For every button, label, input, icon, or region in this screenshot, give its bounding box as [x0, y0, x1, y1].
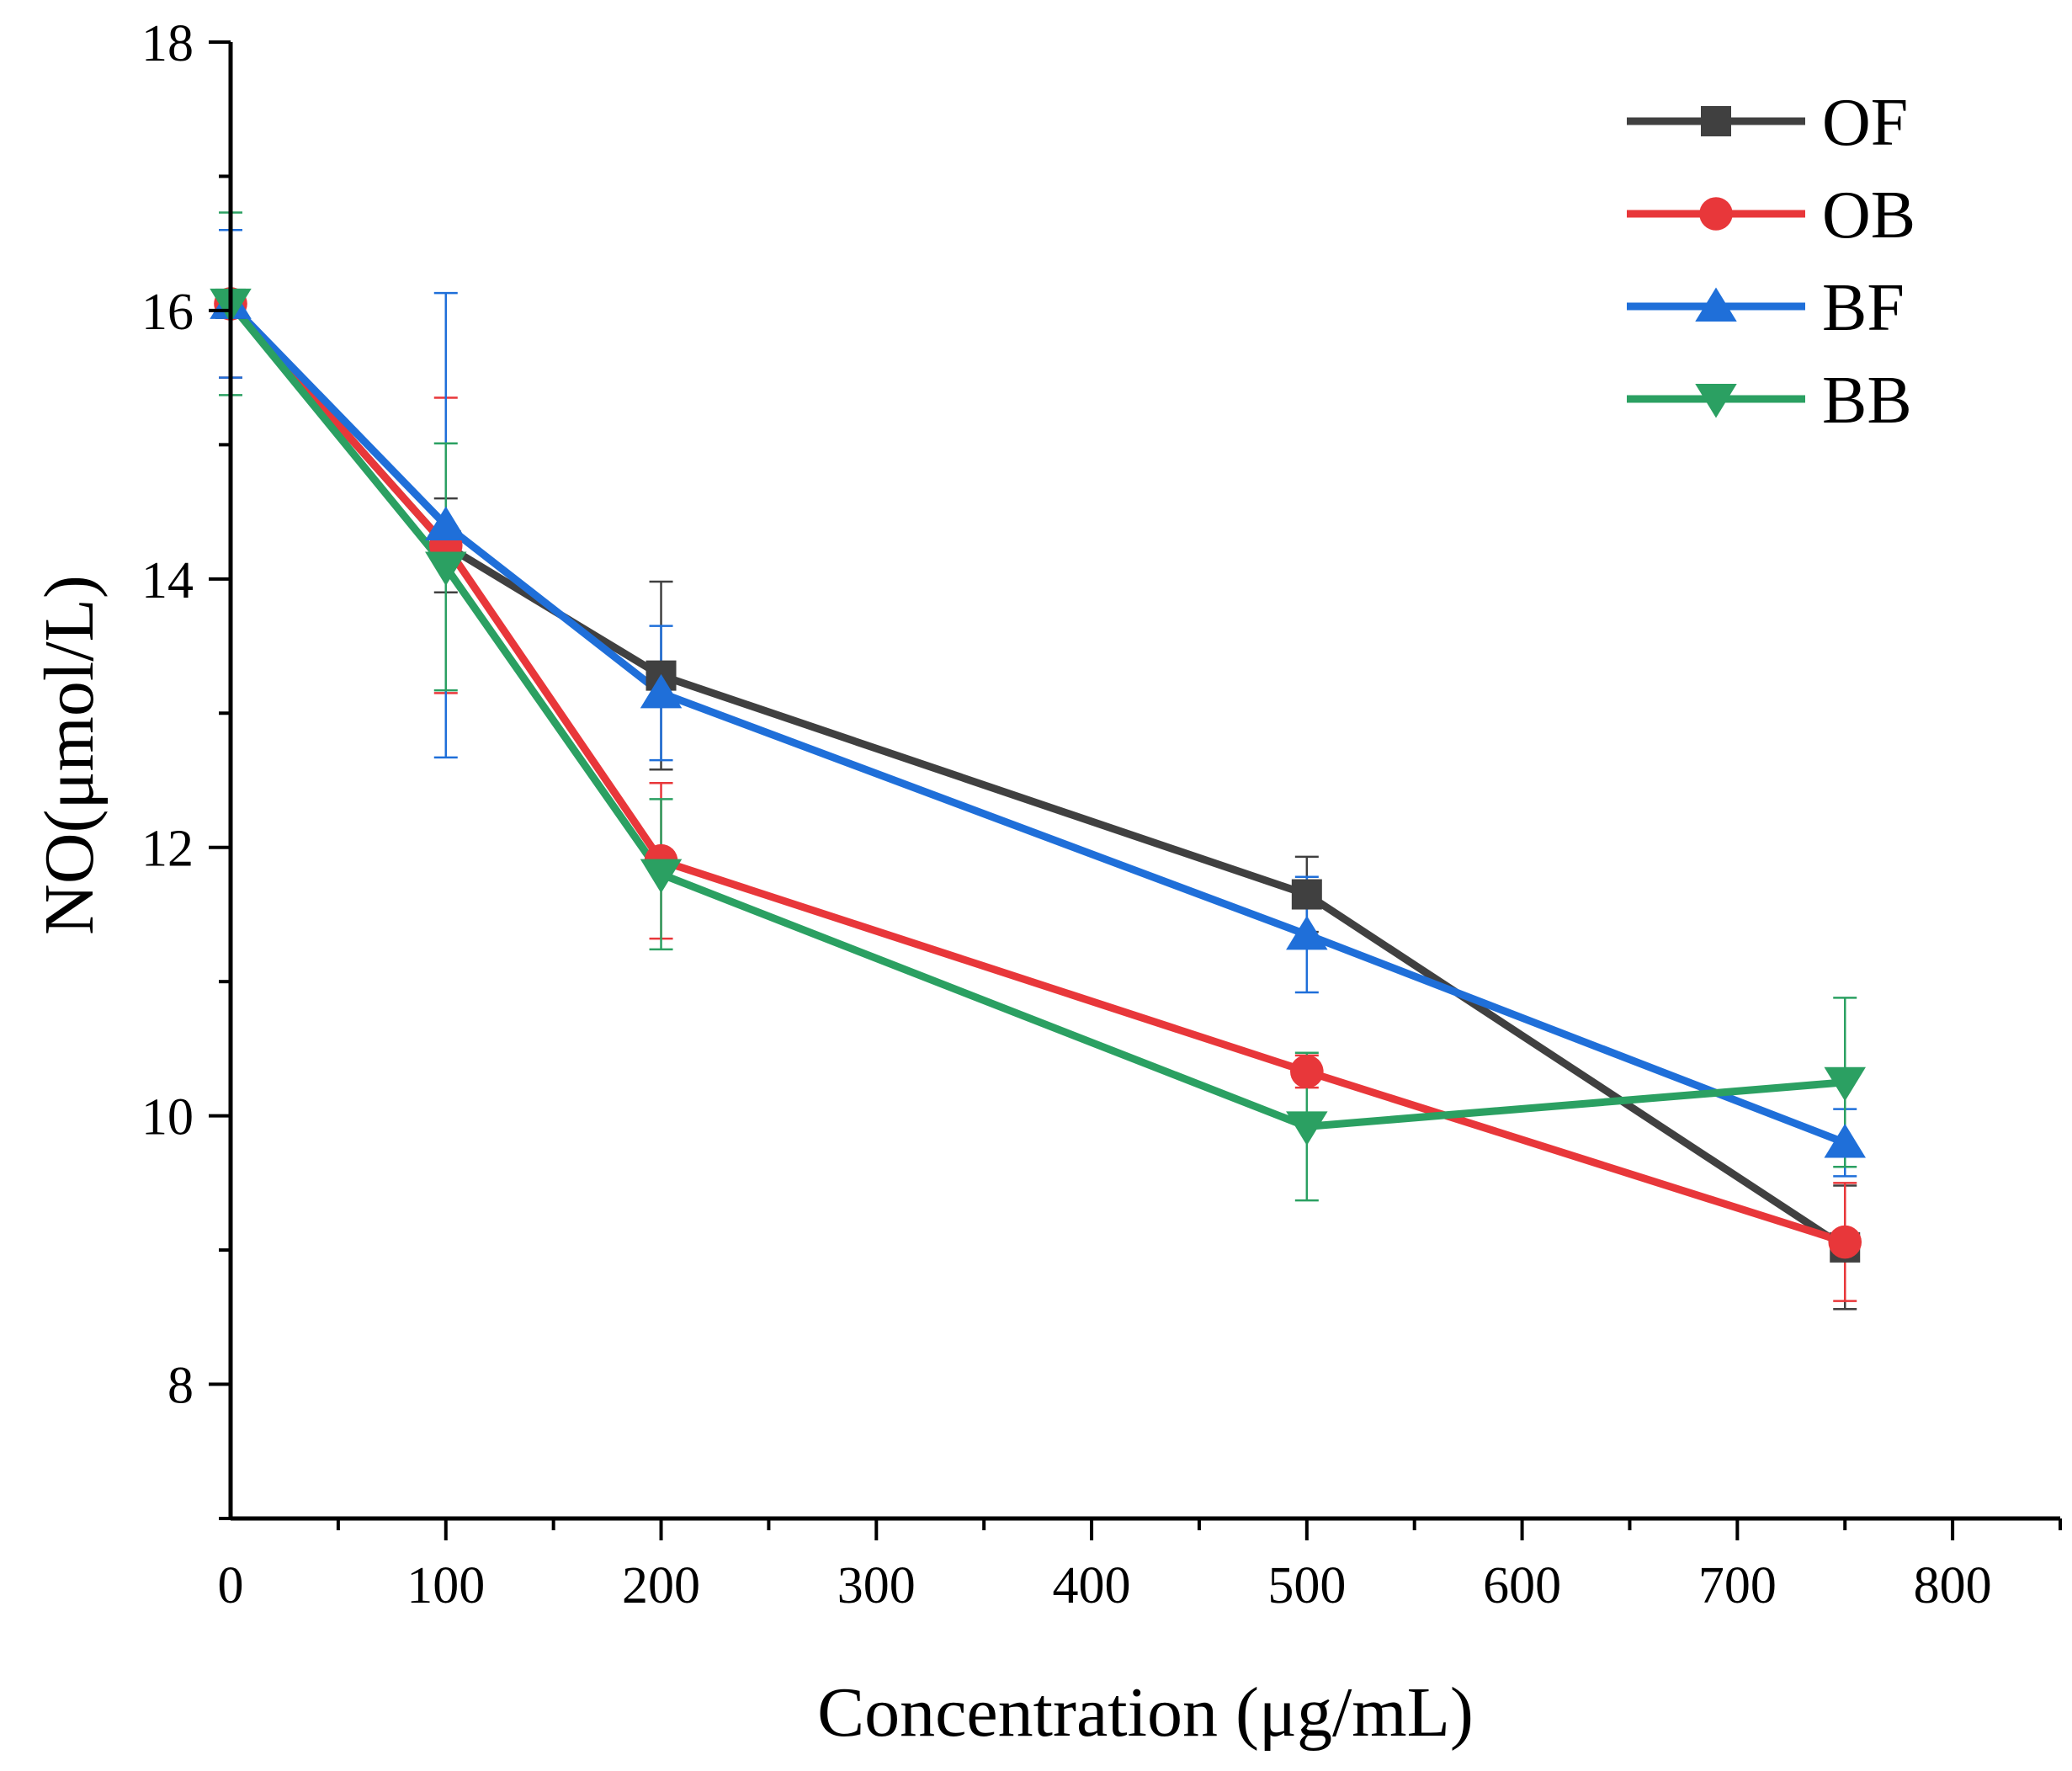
- x-tick-label: 800: [1914, 1557, 1992, 1614]
- y-tick-label: 14: [141, 552, 194, 609]
- legend-marker-bf: [1695, 287, 1737, 322]
- data-point-bf: [425, 506, 467, 541]
- x-tick-label: 400: [1053, 1557, 1131, 1614]
- markers: [210, 285, 1866, 1263]
- data-point-ob: [1828, 1225, 1862, 1259]
- data-point-bf: [1824, 1124, 1866, 1158]
- data-point-ob: [1290, 1055, 1324, 1088]
- legend-marker-ob: [1699, 197, 1733, 231]
- data-point-bb: [1286, 1111, 1328, 1146]
- y-tick-label: 8: [167, 1358, 194, 1415]
- x-tick-label: 200: [622, 1557, 700, 1614]
- legend-label-bf: BF: [1822, 271, 1905, 345]
- y-tick-label: 16: [141, 284, 194, 341]
- legend-marker-of: [1701, 106, 1731, 136]
- y-tick-label: 18: [141, 15, 194, 72]
- legend-label-bb: BB: [1822, 364, 1912, 438]
- y-tick-label: 10: [141, 1089, 194, 1146]
- x-tick-label: 0: [218, 1557, 244, 1614]
- axes: [228, 42, 2060, 1521]
- x-ticks: 0 100 200 300 400 500 600 700 800: [218, 1518, 2062, 1614]
- legend-label-ob: OB: [1822, 178, 1915, 253]
- data-point-bb: [425, 551, 467, 586]
- series-lines: [227, 300, 1847, 1251]
- error-bars: [219, 211, 1857, 1311]
- series-line-bf: [227, 300, 1846, 1146]
- x-tick-label: 600: [1483, 1557, 1561, 1614]
- y-tick-label: 12: [141, 821, 194, 878]
- y-ticks: 8 10 12 14 16 18: [141, 15, 231, 1520]
- data-point-bf: [1286, 915, 1328, 950]
- x-tick-label: 100: [406, 1557, 485, 1614]
- x-tick-label: 700: [1698, 1557, 1777, 1614]
- y-axis-title: NO(μmol/L): [30, 575, 109, 935]
- data-point-bf: [640, 673, 683, 709]
- legend-marker-bb: [1695, 384, 1737, 418]
- data-point-bb: [1824, 1066, 1866, 1102]
- series-line-bb: [227, 301, 1846, 1130]
- x-tick-label: 500: [1267, 1557, 1346, 1614]
- legend-label-of: OF: [1822, 86, 1908, 160]
- data-point-bb: [640, 859, 683, 894]
- legend: OF OB BF BB: [1627, 86, 1915, 438]
- x-axis-title: Concentration (μg/mL): [817, 1673, 1474, 1752]
- data-point-of: [1291, 879, 1322, 910]
- x-tick-label: 300: [837, 1557, 916, 1614]
